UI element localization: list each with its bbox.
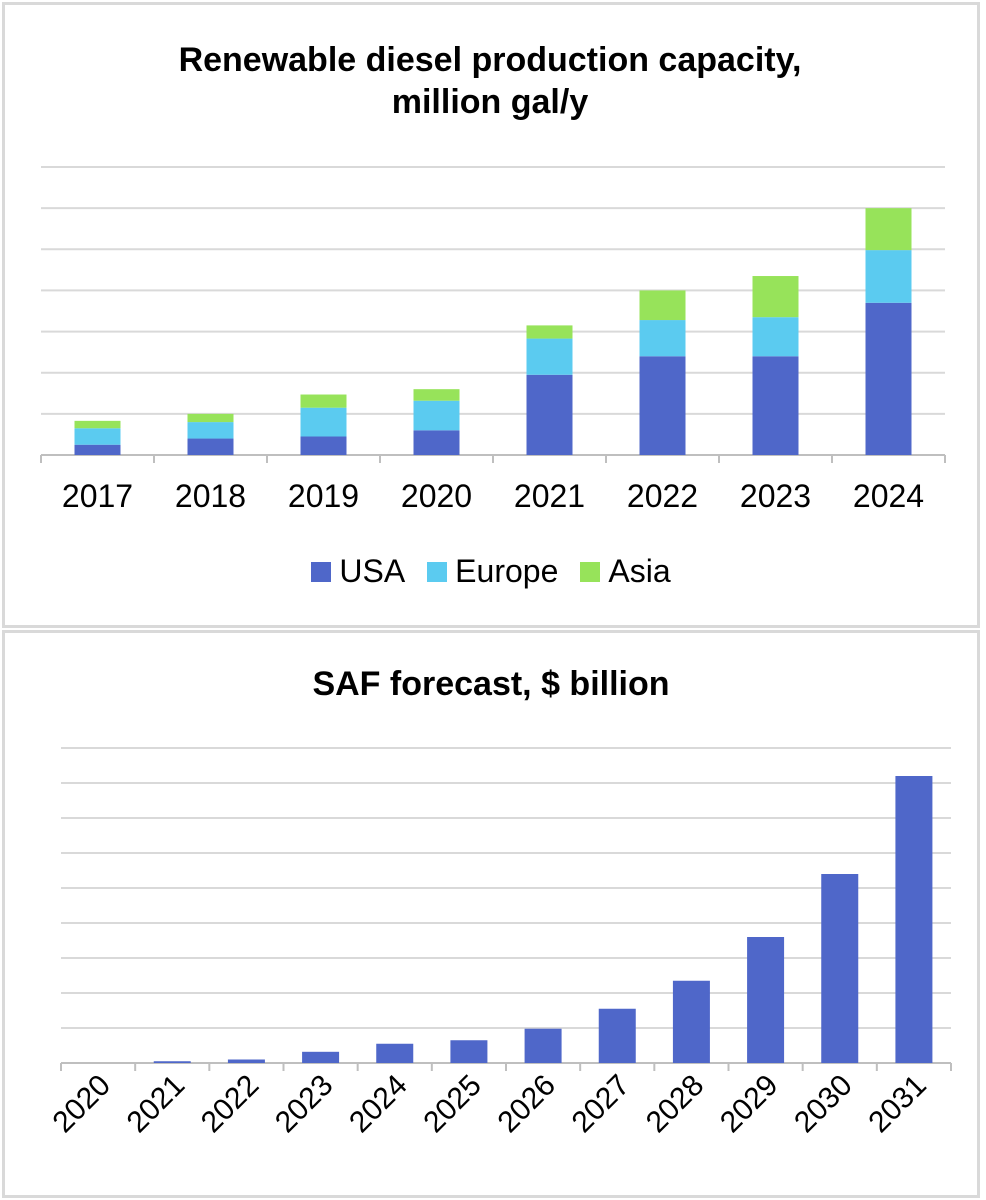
x-tick-label: 2031	[862, 1069, 933, 1140]
bar-saf-2027	[598, 1008, 636, 1063]
bar-europe-2019	[300, 407, 347, 437]
bar-asia-2021	[526, 325, 573, 339]
bar-europe-2021	[526, 338, 573, 375]
saf-forecast-chart-panel: SAF forecast, $ billion 2020 2021 2022 2023…	[2, 630, 980, 1198]
x-tick-label: 2019	[288, 478, 359, 514]
bar-saf-2028	[672, 980, 710, 1063]
renewable-diesel-chart-plot: 2017 2018 2019 2020 2021 2022 2023 2024	[40, 166, 946, 514]
x-tick-label: 2023	[740, 478, 811, 514]
bar-asia-2020	[413, 389, 460, 401]
bar-europe-2024	[865, 250, 912, 303]
bar-usa-2024	[865, 302, 912, 455]
bar-asia-2018	[187, 413, 234, 423]
bar-saf-2022	[227, 1059, 265, 1063]
bar-usa-2017	[74, 444, 121, 455]
chart-legend: USA Europe Asia	[5, 553, 977, 590]
bar-usa-2018	[187, 438, 234, 455]
x-tick-label: 2021	[514, 478, 585, 514]
chart-title: SAF forecast, $ billion	[312, 665, 670, 703]
legend-item-europe: Europe	[427, 553, 558, 590]
bar-europe-2020	[413, 400, 460, 431]
renewable-diesel-chart-panel: Renewable diesel production capacity, mi…	[2, 2, 980, 628]
bar-usa-2019	[300, 436, 347, 455]
bar-asia-2024	[865, 208, 912, 251]
x-tick-label: 2024	[853, 478, 924, 514]
x-tick-label: 2017	[62, 478, 133, 514]
chart-title: Renewable diesel production capacity, mi…	[140, 39, 840, 123]
x-tick-label: 2030	[788, 1069, 859, 1140]
x-tick-label: 2022	[627, 478, 698, 514]
legend-item-usa: USA	[311, 553, 405, 590]
x-tick-label: 2020	[46, 1069, 117, 1140]
x-tick-label: 2020	[401, 478, 472, 514]
bar-europe-2023	[752, 317, 799, 357]
legend-label-usa: USA	[339, 553, 406, 589]
x-tick-label: 2021	[121, 1069, 192, 1140]
bar-saf-2030	[821, 874, 859, 1063]
x-tick-label: 2027	[566, 1069, 637, 1140]
x-tick-label: 2018	[175, 478, 246, 514]
saf-forecast-chart-plot: 2020 2021 2022 2023 2024 2025 2026 2027 2028 2029…	[46, 747, 952, 1140]
legend-item-asia: Asia	[580, 553, 671, 590]
bar-europe-2018	[187, 422, 234, 439]
bar-saf-2031	[895, 776, 933, 1063]
legend-label-europe: Europe	[455, 553, 559, 589]
x-tick-label: 2024	[343, 1069, 414, 1140]
legend-label-asia: Asia	[608, 553, 671, 589]
x-tick-label: 2026	[491, 1069, 562, 1140]
bar-saf-2026	[524, 1028, 562, 1063]
bar-europe-2022	[639, 320, 686, 357]
bar-usa-2021	[526, 374, 573, 455]
bar-asia-2022	[639, 290, 686, 321]
x-tick-label: 2028	[640, 1069, 711, 1140]
x-tick-label: 2029	[714, 1069, 785, 1140]
bar-usa-2020	[413, 430, 460, 455]
bar-saf-2024	[376, 1043, 414, 1063]
bar-saf-2029	[747, 937, 785, 1063]
bar-usa-2022	[639, 356, 686, 455]
legend-swatch-europe	[427, 561, 448, 582]
x-tick-label: 2023	[269, 1069, 340, 1140]
legend-swatch-usa	[311, 561, 332, 582]
bar-saf-2023	[302, 1051, 340, 1063]
chart-title-line-2: million gal/y	[391, 83, 589, 121]
x-tick-label: 2022	[195, 1069, 266, 1140]
bar-saf-2021	[153, 1061, 191, 1063]
bar-europe-2017	[74, 428, 121, 445]
bar-asia-2023	[752, 276, 799, 318]
legend-swatch-asia	[580, 561, 601, 582]
chart-title-line-1: Renewable diesel production capacity,	[178, 41, 802, 79]
bar-saf-2025	[450, 1040, 488, 1063]
x-tick-label: 2025	[417, 1069, 488, 1140]
bar-asia-2019	[300, 394, 347, 408]
bar-asia-2017	[74, 420, 121, 429]
bar-usa-2023	[752, 356, 799, 455]
